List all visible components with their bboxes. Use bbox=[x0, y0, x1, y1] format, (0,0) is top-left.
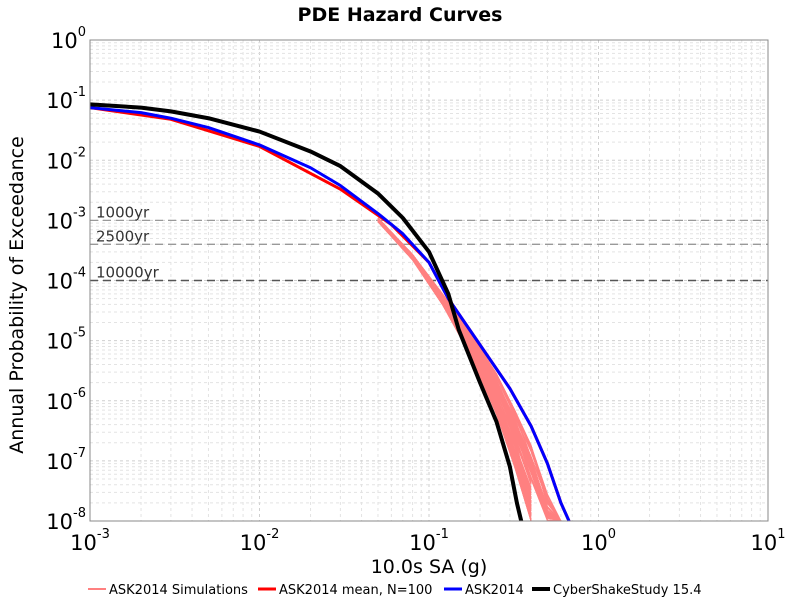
simulation-curve bbox=[377, 219, 532, 502]
simulation-curve bbox=[377, 219, 532, 494]
simulation-curve bbox=[377, 221, 532, 517]
simulation-curve bbox=[377, 218, 562, 522]
simulation-curve bbox=[377, 221, 532, 522]
y-tick-label: 10-5 bbox=[46, 326, 86, 354]
x-tick-label: 100 bbox=[581, 527, 616, 555]
simulation-curve bbox=[377, 221, 532, 514]
y-tick-label: 100 bbox=[51, 25, 86, 53]
simulation-curve bbox=[377, 221, 532, 515]
simulation-curve bbox=[377, 220, 532, 522]
y-tick-label: 10-7 bbox=[46, 446, 86, 474]
simulation-curve bbox=[377, 220, 532, 516]
y-axis-label: Annual Probability of Exceedance bbox=[6, 136, 28, 454]
reference-line-label: 10000yr bbox=[96, 264, 160, 282]
simulation-curve bbox=[377, 221, 532, 515]
x-tick-label: 10-3 bbox=[70, 527, 110, 555]
x-tick-label: 101 bbox=[750, 527, 785, 555]
legend: ASK2014 Simulations ASK2014 mean, N=100 AS… bbox=[88, 583, 702, 598]
ask2014-mean-curve bbox=[89, 106, 571, 522]
simulation-curve bbox=[377, 218, 562, 522]
x-tick-label: 10-2 bbox=[240, 527, 280, 555]
y-tick-label: 10-4 bbox=[46, 266, 86, 294]
cybershake-curve bbox=[89, 102, 524, 522]
y-tick-label: 10-1 bbox=[46, 85, 86, 113]
chart-title: PDE Hazard Curves bbox=[298, 4, 503, 26]
legend-label: ASK2014 mean, N=100 bbox=[279, 583, 432, 598]
x-axis-label: 10.0s SA (g) bbox=[371, 556, 488, 578]
simulation-curve bbox=[377, 220, 532, 521]
plot-series bbox=[89, 102, 571, 522]
simulation-curve bbox=[377, 221, 532, 522]
legend-label: ASK2014 bbox=[465, 583, 524, 598]
simulation-curve bbox=[377, 220, 532, 520]
simulation-curve bbox=[377, 219, 532, 491]
y-tick-label: 10-2 bbox=[46, 145, 86, 173]
y-tick-label: 10-8 bbox=[46, 506, 86, 534]
y-tick-label: 10-6 bbox=[46, 386, 86, 414]
tick-labels: 10-3 10-2 10-1 100 101 100 10-1 10-2 10-3 10-4 10-… bbox=[46, 25, 785, 555]
x-tick-label: 10-1 bbox=[409, 527, 449, 555]
simulation-curve bbox=[377, 220, 532, 494]
reference-line-label: 1000yr bbox=[96, 203, 150, 221]
simulation-curve bbox=[377, 221, 532, 522]
ask2014-curve bbox=[89, 106, 571, 522]
reference-line-label: 2500yr bbox=[96, 227, 150, 245]
simulation-curve bbox=[377, 219, 532, 495]
simulation-curve bbox=[377, 220, 532, 520]
plot-frame bbox=[89, 39, 769, 522]
legend-label: CyberShakeStudy 15.4 bbox=[553, 583, 702, 598]
simulation-curve bbox=[377, 220, 532, 514]
legend-label: ASK2014 Simulations bbox=[109, 583, 248, 598]
y-tick-label: 10-3 bbox=[46, 205, 86, 233]
simulation-curve bbox=[377, 221, 532, 516]
simulation-curve bbox=[377, 221, 532, 522]
